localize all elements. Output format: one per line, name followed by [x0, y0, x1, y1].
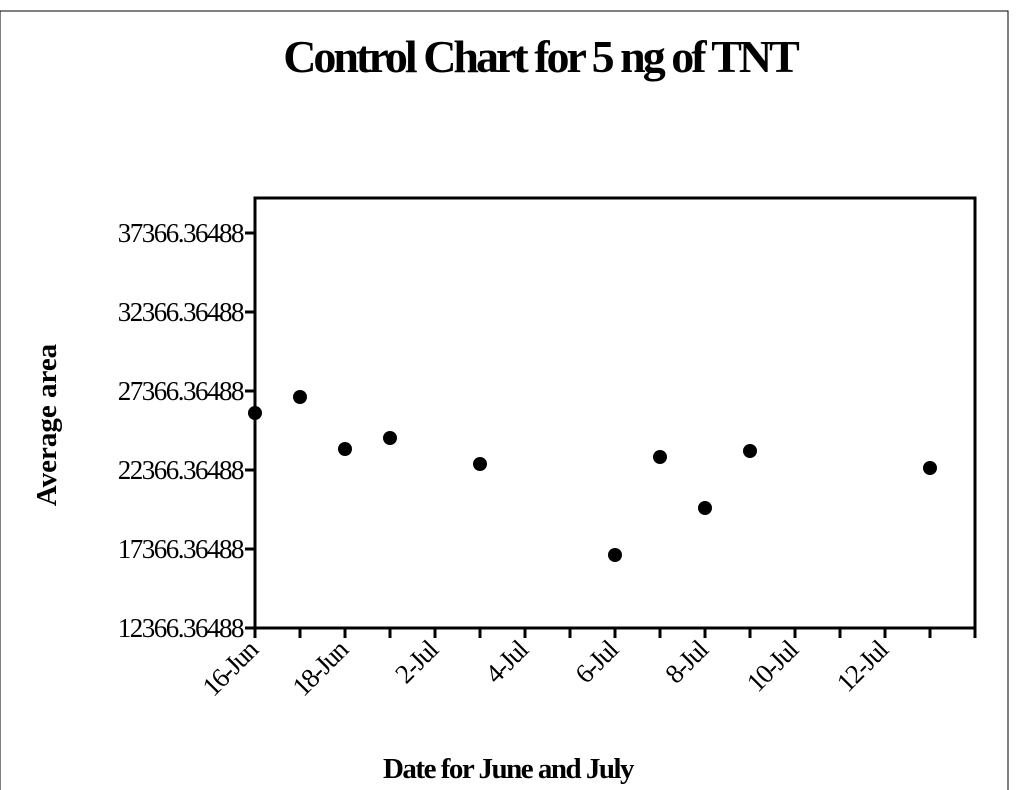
frame [0, 10, 1009, 790]
x-tick-label: 12-Jul [831, 634, 894, 697]
point [383, 430, 397, 445]
x-tick-label: 8-Jul [659, 634, 714, 689]
chart-title: Control Chart for 5 ng of TNT [283, 31, 799, 82]
point [653, 449, 667, 464]
plot-area [253, 196, 977, 630]
y-tick-label: 12366.36488 [118, 613, 244, 643]
x-tick-label: 18-Jun [286, 634, 354, 702]
point [338, 442, 352, 457]
point [248, 405, 262, 420]
y-tick-label: 17366.36488 [118, 534, 244, 564]
point [473, 456, 487, 471]
y-tick-label: 22366.36488 [118, 455, 244, 485]
x-tick-label: 10-Jul [741, 634, 804, 697]
y-tick-label: 37366.36488 [118, 218, 244, 248]
point [743, 443, 757, 458]
point [293, 389, 307, 404]
x-tick-label: 4-Jul [479, 634, 534, 689]
y-tick-label: 32366.36488 [118, 297, 244, 327]
x-axis-label: Date for June and July [383, 753, 635, 785]
point [923, 460, 937, 475]
y-axis-label: Average area [31, 343, 63, 506]
point [698, 501, 712, 516]
x-tick-label: 16-Jun [196, 634, 264, 702]
y-tick-label: 27366.36488 [118, 376, 244, 406]
x-tick-label: 2-Jul [389, 634, 444, 689]
point [608, 547, 622, 562]
x-tick-label: 6-Jul [569, 634, 624, 689]
